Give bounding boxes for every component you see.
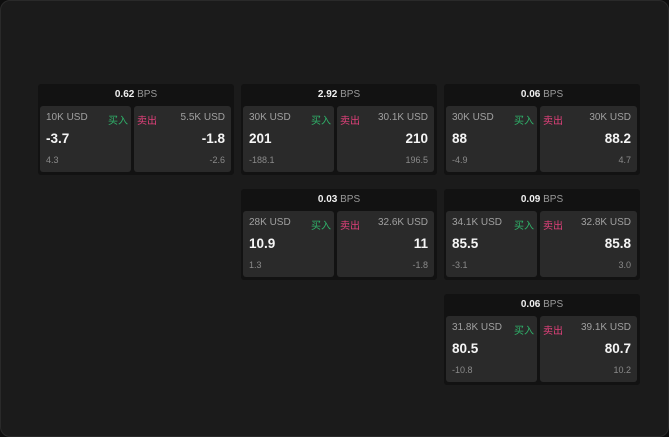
quote-panel: 0.06 BPS 31.8K USD 买入 80.5 -10.8 卖出 39.1…	[444, 294, 640, 385]
bid-quantity: 30K USD	[249, 112, 291, 123]
bid-change: -4.9	[452, 155, 468, 165]
ask-change: -2.6	[209, 155, 225, 165]
quote-panel: 2.92 BPS 30K USD 买入 201 -188.1 卖出 30.1K …	[241, 84, 437, 175]
bid-price: 85.5	[452, 236, 479, 251]
ask-quantity: 39.1K USD	[580, 322, 631, 333]
buy-label: 买入	[311, 116, 331, 127]
spread-unit: BPS	[543, 299, 564, 310]
buy-label: 买入	[514, 221, 534, 232]
bid-change: 1.3	[249, 260, 262, 270]
quote-panel: 0.06 BPS 30K USD 买入 88 -4.9 卖出 30K USD 8…	[444, 84, 640, 175]
buy-button[interactable]: 34.1K USD 买入 85.5 -3.1	[446, 211, 537, 277]
ask-quantity: 32.6K USD	[377, 217, 428, 228]
spread-header: 2.92 BPS	[241, 84, 437, 105]
sell-button[interactable]: 卖出 5.5K USD -1.8 -2.6	[134, 106, 231, 172]
sell-label: 卖出	[543, 326, 563, 337]
sell-button[interactable]: 卖出 39.1K USD 80.7 10.2	[540, 316, 637, 382]
bid-price: 80.5	[452, 341, 479, 356]
spread-value: 0.06	[520, 89, 541, 100]
spread-header: 0.06 BPS	[444, 84, 640, 105]
buy-button[interactable]: 28K USD 买入 10.9 1.3	[243, 211, 334, 277]
quote-panel: 0.09 BPS 34.1K USD 买入 85.5 -3.1 卖出 32.8K…	[444, 189, 640, 280]
spread-header: 0.09 BPS	[444, 189, 640, 210]
ask-change: 3.0	[618, 260, 631, 270]
spread-value: 0.06	[520, 299, 541, 310]
ask-price: 80.7	[604, 341, 631, 356]
ask-quantity: 30K USD	[589, 112, 631, 123]
ask-quantity: 30.1K USD	[377, 112, 428, 123]
buy-label: 买入	[108, 116, 128, 127]
sell-label: 卖出	[137, 116, 157, 127]
sell-button[interactable]: 卖出 30.1K USD 210 196.5	[337, 106, 434, 172]
spread-header: 0.03 BPS	[241, 189, 437, 210]
spread-unit: BPS	[543, 194, 564, 205]
spread-unit: BPS	[543, 89, 564, 100]
quote-panel: 0.03 BPS 28K USD 买入 10.9 1.3 卖出 32.6K US…	[241, 189, 437, 280]
sell-button[interactable]: 卖出 32.6K USD 11 -1.8	[337, 211, 434, 277]
spread-value: 2.92	[317, 89, 338, 100]
spread-unit: BPS	[340, 89, 361, 100]
spread-value: 0.09	[520, 194, 541, 205]
spread-header: 0.06 BPS	[444, 294, 640, 315]
bid-quantity: 10K USD	[46, 112, 88, 123]
sell-label: 卖出	[340, 221, 360, 232]
ask-quantity: 32.8K USD	[580, 217, 631, 228]
spread-unit: BPS	[340, 194, 361, 205]
sell-button[interactable]: 卖出 30K USD 88.2 4.7	[540, 106, 637, 172]
spread-header: 0.62 BPS	[38, 84, 234, 105]
ask-price: 210	[405, 131, 428, 146]
buy-label: 买入	[514, 326, 534, 337]
bid-change: 4.3	[46, 155, 59, 165]
ask-price: -1.8	[201, 131, 225, 146]
bid-price: 10.9	[249, 236, 276, 251]
ask-change: -1.8	[412, 260, 428, 270]
buy-label: 买入	[514, 116, 534, 127]
bid-price: -3.7	[46, 131, 70, 146]
ask-quantity: 5.5K USD	[180, 112, 225, 123]
bid-quantity: 30K USD	[452, 112, 494, 123]
ask-price: 11	[413, 236, 428, 251]
sell-button[interactable]: 卖出 32.8K USD 85.8 3.0	[540, 211, 637, 277]
ask-change: 10.2	[613, 365, 631, 375]
sell-label: 卖出	[543, 221, 563, 232]
buy-label: 买入	[311, 221, 331, 232]
sell-label: 卖出	[340, 116, 360, 127]
bid-change: -188.1	[249, 155, 275, 165]
buy-button[interactable]: 30K USD 买入 88 -4.9	[446, 106, 537, 172]
bid-change: -10.8	[452, 365, 473, 375]
bid-price: 201	[249, 131, 272, 146]
buy-button[interactable]: 30K USD 买入 201 -188.1	[243, 106, 334, 172]
ask-price: 85.8	[604, 236, 631, 251]
ask-price: 88.2	[604, 131, 631, 146]
bid-quantity: 31.8K USD	[452, 322, 503, 333]
spread-value: 0.62	[114, 89, 135, 100]
bid-price: 88	[452, 131, 468, 146]
sell-label: 卖出	[543, 116, 563, 127]
spread-value: 0.03	[317, 194, 338, 205]
bid-change: -3.1	[452, 260, 468, 270]
ask-change: 196.5	[405, 155, 428, 165]
ask-change: 4.7	[618, 155, 631, 165]
buy-button[interactable]: 10K USD 买入 -3.7 4.3	[40, 106, 131, 172]
quote-panel: 0.62 BPS 10K USD 买入 -3.7 4.3 卖出 5.5K USD…	[38, 84, 234, 175]
bid-quantity: 28K USD	[249, 217, 291, 228]
spread-unit: BPS	[137, 89, 158, 100]
buy-button[interactable]: 31.8K USD 买入 80.5 -10.8	[446, 316, 537, 382]
bid-quantity: 34.1K USD	[452, 217, 503, 228]
